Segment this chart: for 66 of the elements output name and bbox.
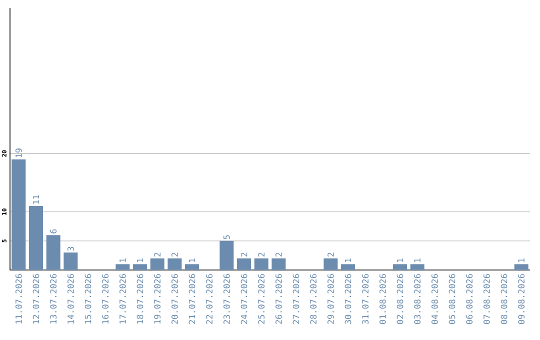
x-tick-label: 24.07.2026 [240, 274, 248, 324]
x-tick-label: 19.07.2026 [154, 274, 161, 324]
x-tick-label: 22.07.2026 [206, 274, 213, 324]
x-tick-label: 31.07.2026 [362, 274, 369, 324]
x-tick-label: 20.07.2026 [171, 274, 178, 324]
bar [237, 258, 252, 270]
bar [133, 264, 148, 270]
data-label: 3 [67, 246, 74, 251]
x-tick-label: 15.07.2026 [84, 274, 92, 324]
bar [272, 258, 286, 270]
x-tick-label: 09.08.2026 [518, 274, 525, 324]
x-tick-label: 26.07.2026 [275, 274, 282, 324]
x-tick-label: 11.07.2026 [15, 274, 22, 324]
data-label: 1 [396, 258, 404, 262]
bar [220, 240, 234, 270]
x-tick-label: 08.08.2026 [500, 274, 508, 324]
data-label: 2 [276, 252, 282, 257]
data-label: 1 [120, 258, 126, 262]
data-label: 6 [50, 229, 57, 234]
data-label: 2 [258, 252, 264, 257]
x-tick-label: 18.07.2026 [136, 274, 144, 324]
x-tick-label: 12.07.2026 [32, 274, 40, 324]
bar [254, 258, 268, 270]
x-tick-label: 17.07.2026 [119, 274, 126, 324]
bar [410, 264, 424, 270]
x-tick-label: 30.07.2026 [344, 274, 352, 324]
bar [12, 159, 26, 270]
bar [514, 264, 528, 270]
x-tick-label: 25.07.2026 [258, 274, 265, 324]
bar [116, 264, 130, 270]
data-label: 2 [240, 252, 248, 257]
bar [150, 258, 164, 270]
x-tick-label: 05.08.2026 [448, 274, 456, 324]
data-label: 1 [518, 258, 524, 262]
data-label: 1 [344, 258, 352, 262]
data-label: 1 [414, 258, 420, 262]
x-tick-label: 13.07.2026 [50, 274, 57, 324]
bar [393, 264, 408, 270]
x-tick-label: 27.07.2026 [292, 274, 300, 324]
x-tick-label: 06.08.2026 [466, 274, 473, 324]
x-tick-label: 28.07.2026 [310, 274, 317, 324]
x-tick-label: 02.08.2026 [396, 274, 404, 324]
x-tick-label: 04.08.2026 [431, 274, 438, 324]
data-label: 1 [136, 258, 144, 262]
bar [29, 206, 44, 270]
x-tick-label: 03.08.2026 [414, 274, 421, 324]
x-tick-label: 29.07.2026 [327, 274, 334, 324]
bar [64, 252, 78, 270]
x-tick-label: 07.08.2026 [483, 274, 490, 324]
data-label: 1 [188, 258, 196, 262]
data-label: 5 [224, 235, 230, 240]
x-tick-label: 14.07.2026 [67, 274, 74, 324]
data-label: 2 [154, 252, 160, 257]
bar [46, 235, 60, 270]
data-label: 2 [328, 252, 334, 257]
data-label: 11 [32, 195, 40, 204]
bar [324, 258, 338, 270]
data-label: 19 [15, 148, 22, 158]
x-tick-label: 23.07.2026 [223, 274, 230, 324]
bar [341, 264, 356, 270]
x-tick-label: 01.08.2026 [379, 274, 386, 324]
bar [168, 258, 182, 270]
data-label: 2 [172, 252, 178, 257]
x-tick-label: 21.07.2026 [188, 274, 196, 324]
bar [185, 264, 200, 270]
x-tick-label: 16.07.2026 [102, 274, 109, 324]
